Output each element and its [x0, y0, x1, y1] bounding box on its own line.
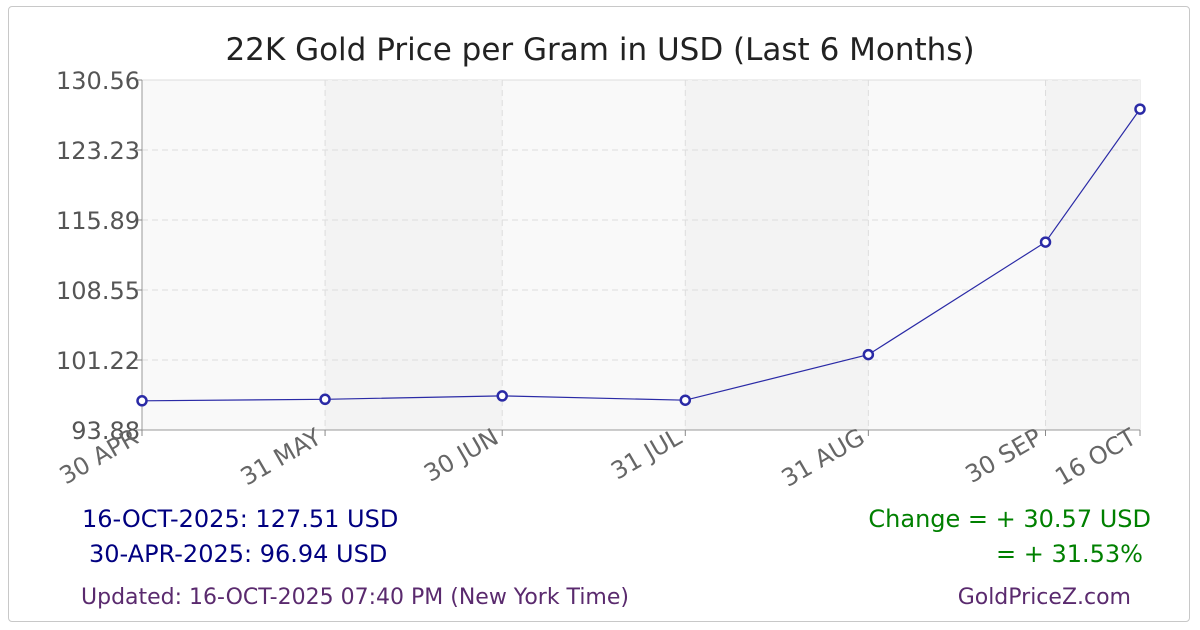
y-tick-label: 115.89: [56, 207, 140, 235]
grid-band: [325, 80, 503, 430]
data-point[interactable]: [1039, 236, 1052, 248]
data-point[interactable]: [319, 393, 331, 406]
y-tick-label: 93.88: [71, 417, 140, 445]
change-percent: = + 31.53%: [996, 540, 1143, 568]
x-tick-label: 31 JUL: [606, 423, 687, 486]
earliest-price: 30-APR-2025: 96.94 USD: [89, 540, 388, 568]
x-tick-label: 31 MAY: [236, 423, 327, 491]
source-site-link[interactable]: GoldPriceZ.com: [957, 585, 1131, 610]
latest-price: 16-OCT-2025: 127.51 USD: [82, 505, 399, 533]
data-point[interactable]: [862, 348, 875, 361]
x-tick-label: 30 JUN: [419, 423, 503, 488]
x-tick-label: 30 SEP: [961, 423, 1047, 489]
data-point[interactable]: [679, 394, 692, 406]
chart-title: 22K Gold Price per Gram in USD (Last 6 M…: [225, 32, 974, 68]
plot-area: [141, 79, 1141, 431]
chart-frame: [8, 6, 1190, 622]
grid-band: [1045, 80, 1140, 430]
updated-timestamp: Updated: 16-OCT-2025 07:40 PM (New York …: [81, 585, 629, 610]
x-tick-label: 16 OCT: [1050, 423, 1141, 492]
y-tick-label: 123.23: [56, 137, 140, 165]
data-point[interactable]: [496, 390, 508, 402]
x-tick-label: 31 AUG: [777, 423, 870, 493]
data-point[interactable]: [1134, 103, 1146, 115]
change-absolute: Change = + 30.57 USD: [868, 505, 1151, 533]
y-tick-label: 101.22: [56, 347, 140, 375]
data-point[interactable]: [136, 395, 148, 407]
y-tick-label: 130.56: [56, 67, 140, 95]
y-tick-label: 108.55: [56, 277, 140, 305]
grid-band: [685, 80, 869, 430]
